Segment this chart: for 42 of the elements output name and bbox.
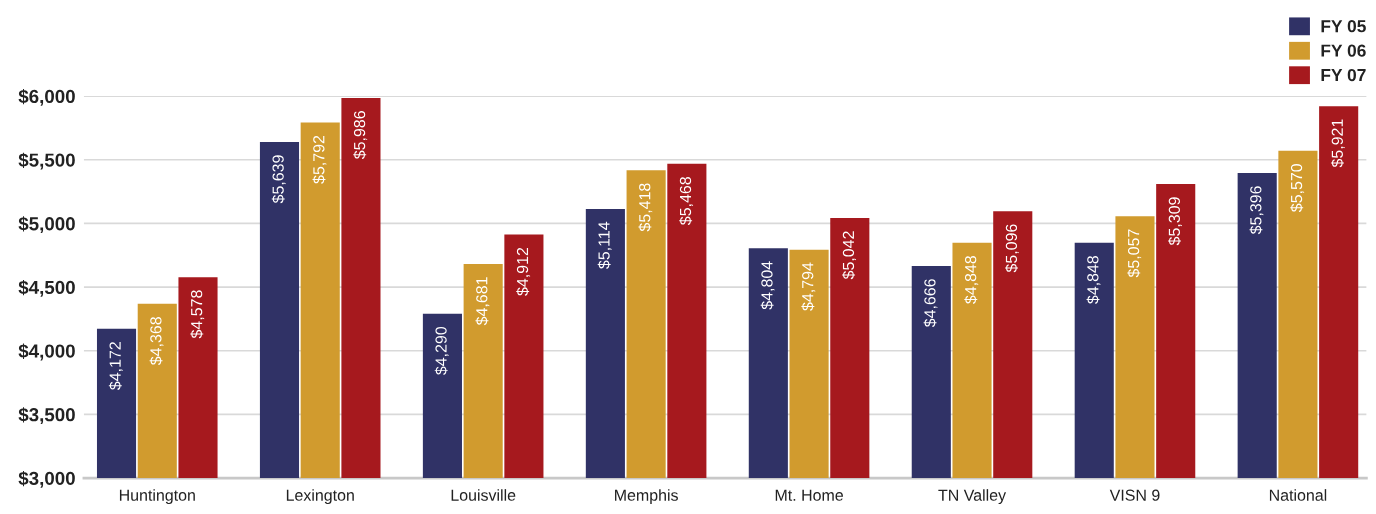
data-label: $5,986 <box>353 111 368 160</box>
data-label: $5,042 <box>842 231 856 280</box>
x-tick-label: Memphis <box>615 489 678 505</box>
data-label: $4,848 <box>1086 255 1101 304</box>
y-tick-label: $6,000 <box>18 89 75 106</box>
data-label: $5,096 <box>1005 224 1019 273</box>
data-label: $5,921 <box>1330 119 1345 168</box>
y-tick-label: $4,000 <box>18 343 75 361</box>
legend-label: FY 05 <box>1321 20 1366 33</box>
data-label: $5,468 <box>679 177 694 226</box>
data-label: $5,570 <box>1290 163 1305 213</box>
data-label: $5,309 <box>1168 197 1182 246</box>
legend-label: FY 07 <box>1321 68 1366 82</box>
x-tick-label: Louisville <box>451 489 516 501</box>
x-tick-label: Mt. Home <box>775 489 843 501</box>
x-tick-label: Huntington <box>119 489 195 505</box>
y-tick-label: $3,500 <box>18 407 75 425</box>
data-label: $4,848 <box>964 255 979 304</box>
data-label: $5,114 <box>597 221 612 269</box>
data-label: $4,578 <box>190 290 205 339</box>
data-label: $4,290 <box>434 326 449 375</box>
y-tick-label: $3,000 <box>18 470 75 488</box>
y-tick-label: $5,000 <box>18 216 75 234</box>
data-label: $4,368 <box>149 317 164 366</box>
legend-label: FY 06 <box>1321 44 1366 57</box>
data-label: $5,418 <box>638 183 653 232</box>
x-tick-label: TN Valley <box>938 489 1007 505</box>
data-label: $5,639 <box>271 155 286 204</box>
data-label: $4,681 <box>475 277 490 326</box>
x-tick-label: National <box>1269 489 1327 501</box>
data-label: $4,804 <box>760 261 775 310</box>
data-label: $4,172 <box>108 342 123 390</box>
data-label: $4,794 <box>801 262 816 311</box>
data-label: $4,666 <box>923 279 938 328</box>
y-tick-label: $4,500 <box>18 279 75 297</box>
x-tick-label: VISN 9 <box>1109 489 1160 501</box>
data-label: $5,396 <box>1249 186 1264 235</box>
data-label: $5,792 <box>312 135 327 184</box>
data-label: $4,912 <box>516 247 531 296</box>
x-tick-label: Lexington <box>286 489 354 505</box>
y-tick-label: $5,500 <box>18 152 75 170</box>
data-label: $5,057 <box>1127 229 1142 278</box>
